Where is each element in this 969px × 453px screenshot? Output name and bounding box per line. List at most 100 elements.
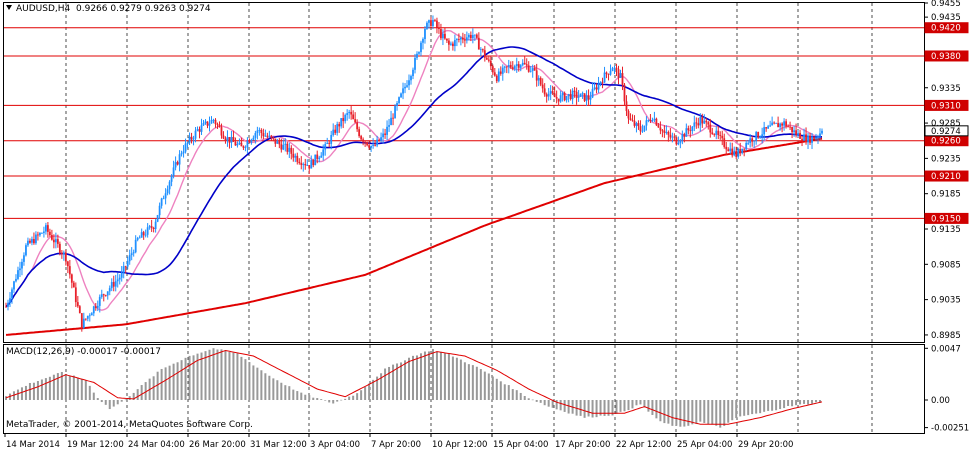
candle-body (643, 125, 646, 131)
macd-bar (352, 395, 355, 400)
candle-body (160, 198, 163, 206)
candle-body (106, 291, 109, 296)
candle-body (374, 144, 376, 146)
macd-bar (332, 400, 335, 404)
candle-body (78, 306, 81, 314)
candle-body (266, 135, 269, 137)
candle-body (264, 135, 267, 137)
candle-body (220, 126, 223, 136)
candle-body (258, 129, 261, 131)
candle-body (126, 261, 129, 267)
macd-bar (603, 400, 606, 416)
macd-bar (212, 348, 215, 400)
candle-body (523, 62, 526, 65)
candle-body (749, 138, 752, 143)
chevron-down-icon[interactable] (6, 5, 12, 10)
candle-body (531, 68, 534, 71)
candle-body (378, 139, 380, 141)
macd-bar (531, 399, 534, 401)
macd-bar (344, 398, 347, 400)
time-tick-label: 29 Apr 20:00 (738, 440, 793, 450)
macd-bar (324, 400, 327, 401)
macd-bar (423, 351, 426, 400)
macd-bar (523, 396, 526, 400)
candle-body (551, 91, 554, 94)
macd-bar (783, 400, 786, 409)
candle-body (795, 130, 797, 135)
candle-body (358, 129, 361, 137)
macd-bar (611, 400, 614, 416)
candle-body (136, 238, 139, 240)
candle-body (332, 129, 335, 135)
macd-header[interactable]: MACD(12,26,9) -0.00017 -0.00017 (6, 347, 161, 357)
candle-body (242, 146, 245, 148)
candle-body (763, 127, 766, 135)
macd-bar (807, 400, 810, 405)
candle-body (122, 266, 125, 273)
symbol-header[interactable]: AUDUSD,H4 0.9266 0.9279 0.9263 0.9274 (6, 4, 211, 14)
macd-bar (284, 385, 287, 400)
candle-body (222, 135, 225, 139)
macd-bar (264, 373, 267, 400)
macd-bar (515, 390, 518, 400)
candle-body (436, 20, 438, 28)
candle-body (98, 296, 101, 306)
candle-body (761, 134, 764, 137)
macd-bar (427, 351, 430, 400)
candle-body (571, 90, 574, 100)
macd-bar (727, 400, 730, 423)
macd-bar (415, 355, 418, 400)
candle-body (607, 73, 610, 75)
candle-body (432, 19, 434, 27)
candle-body (216, 124, 219, 125)
time-tick-label: 26 Mar 20:00 (189, 440, 246, 450)
candle-body (619, 73, 622, 78)
candle-body (70, 274, 73, 283)
candle-body (300, 163, 303, 165)
candle-body (200, 125, 203, 132)
candle-body (84, 318, 87, 320)
level-box (924, 50, 969, 62)
candle-body (557, 98, 560, 102)
macd-bar (459, 359, 462, 400)
candle-body (725, 146, 728, 150)
candle-body (96, 305, 99, 308)
macd-bar (747, 400, 750, 416)
candle-body (655, 118, 658, 126)
candle-body (711, 132, 714, 135)
candle-body (382, 133, 384, 138)
candle-body (322, 149, 325, 156)
macd-bar (519, 392, 522, 400)
macd-label: MACD(12,26,9) -0.00017 -0.00017 (6, 347, 162, 357)
candle-body (569, 94, 572, 100)
macd-bar (304, 394, 307, 400)
candle-body (140, 232, 143, 238)
candle-body (150, 226, 153, 228)
candle-body (292, 153, 295, 158)
candle-body (360, 136, 363, 140)
macd-bar (188, 355, 191, 400)
candle-body (739, 148, 742, 154)
macd-bar (300, 392, 303, 400)
candle-body (469, 34, 472, 39)
candle-body (400, 93, 402, 98)
candle-body (817, 136, 819, 138)
macd-bar (44, 378, 47, 400)
macd-bar (292, 389, 295, 400)
candle-body (629, 118, 632, 120)
macd-bar (364, 387, 367, 400)
macd-bar (308, 395, 311, 400)
candle-body (535, 70, 538, 81)
candle-body (440, 29, 442, 39)
candle-body (56, 239, 59, 244)
candle-body (747, 142, 750, 144)
macd-bar (368, 383, 371, 400)
candle-body (240, 142, 243, 147)
macd-bar (439, 351, 442, 400)
macd-bar (48, 376, 51, 400)
macd-bar (336, 400, 339, 402)
candle-body (196, 129, 199, 131)
candle-body (723, 138, 726, 147)
macd-bar (180, 360, 183, 400)
